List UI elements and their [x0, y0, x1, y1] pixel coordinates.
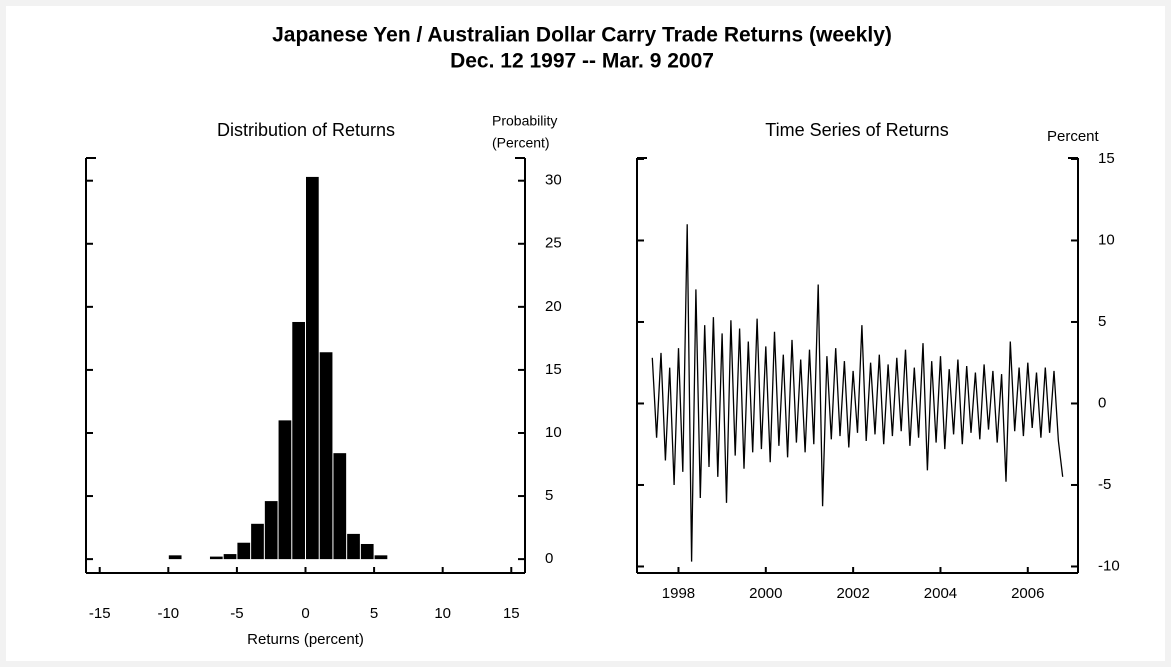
subplot-title: Time Series of Returns — [765, 120, 948, 140]
x-tick-label: 2000 — [749, 585, 782, 602]
y-tick-label: 5 — [545, 487, 553, 504]
y-tick-label: 10 — [545, 424, 562, 441]
y-axis-label: Percent — [1047, 128, 1100, 145]
x-tick-label: -10 — [157, 605, 179, 622]
bar — [278, 420, 292, 560]
y-tick-label: 25 — [545, 235, 562, 252]
y-tick-label: -10 — [1098, 557, 1120, 574]
bar — [209, 556, 223, 560]
y-tick-label: 15 — [1098, 150, 1115, 167]
bar — [319, 352, 333, 560]
figure-title: Japanese Yen / Australian Dollar Carry T… — [272, 24, 892, 47]
x-tick-label: 5 — [370, 605, 378, 622]
y-tick-label: 10 — [1098, 231, 1115, 248]
bar — [374, 555, 388, 560]
x-tick-label: 1998 — [662, 585, 695, 602]
y-tick-label: 0 — [545, 550, 553, 567]
subplot-title: Distribution of Returns — [217, 120, 395, 140]
bar — [347, 533, 360, 560]
bar — [333, 453, 347, 560]
x-tick-label: 0 — [301, 605, 309, 622]
x-tick-label: 2006 — [1011, 585, 1044, 602]
bar — [168, 555, 182, 560]
y-tick-label: 30 — [545, 172, 562, 189]
y-tick-label: -5 — [1098, 476, 1111, 493]
bar — [223, 554, 237, 560]
bar — [264, 501, 278, 560]
y-axis-label: (Percent) — [492, 135, 550, 151]
x-tick-label: 2002 — [836, 585, 869, 602]
x-tick-label: 15 — [503, 605, 520, 622]
x-axis-label: Returns (percent) — [247, 631, 364, 648]
background — [6, 6, 1165, 661]
bar — [237, 542, 251, 560]
bar — [292, 321, 305, 560]
bar — [306, 176, 319, 560]
y-tick-label: 15 — [545, 361, 562, 378]
bar — [360, 543, 374, 560]
x-tick-label: -5 — [230, 605, 243, 622]
x-tick-label: -15 — [89, 605, 111, 622]
figure-subtitle: Dec. 12 1997 -- Mar. 9 2007 — [450, 50, 714, 73]
x-tick-label: 10 — [434, 605, 451, 622]
y-tick-label: 20 — [545, 298, 562, 315]
bar — [251, 523, 264, 560]
y-tick-label: 5 — [1098, 313, 1106, 330]
y-axis-label: Probability — [492, 113, 557, 129]
line — [651, 224, 1064, 562]
y-tick-label: 0 — [1098, 394, 1106, 411]
x-tick-label: 2004 — [924, 585, 957, 602]
